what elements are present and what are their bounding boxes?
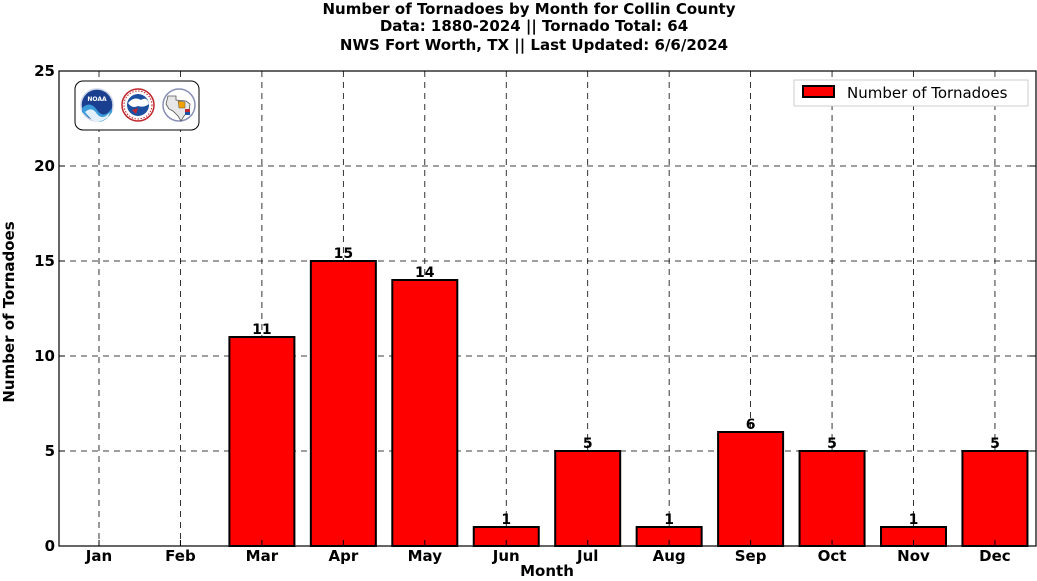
x-tick-label: Jan	[85, 547, 112, 565]
x-tick-label: Aug	[653, 547, 686, 565]
noaa-logo: NOAA	[80, 88, 114, 122]
bar-mar	[228, 336, 296, 547]
national-weather-service-logo	[121, 88, 155, 122]
bars-group	[228, 260, 1029, 547]
texas-map-logo	[162, 88, 196, 122]
x-axis-ticks: Jan Feb Mar Apr May Jun Jul Aug Sep Oct Nov Dec	[85, 540, 1011, 565]
bar-value-label-sep: 6	[746, 417, 756, 433]
y-tick-label: 0	[45, 537, 55, 555]
x-tick-label: Jul	[576, 547, 598, 565]
bar-value-label-aug: 1	[664, 512, 674, 528]
y-tick-label: 20	[34, 157, 55, 175]
svg-text:NOAA: NOAA	[87, 96, 107, 103]
plot-frame	[58, 70, 1037, 547]
x-tick-label: Sep	[735, 547, 767, 565]
bar-may	[391, 279, 459, 547]
grid-lines	[59, 71, 1036, 546]
bar-value-label-mar: 11	[252, 322, 271, 338]
bar-value-label-nov: 1	[909, 512, 919, 528]
y-tick-label: 10	[34, 347, 55, 365]
bar-value-label-jul: 5	[583, 436, 593, 452]
x-tick-label: May	[408, 547, 443, 565]
legend-label: Number of Tornadoes	[847, 84, 1008, 102]
y-tick-label: 15	[34, 252, 55, 270]
bar-value-label-may: 14	[415, 265, 435, 281]
bar-value-label-apr: 15	[334, 246, 353, 262]
chart-title-line-2: Data: 1880-2024 || Tornado Total: 64	[380, 17, 688, 36]
bar-oct	[798, 450, 866, 547]
bar-sep	[717, 431, 785, 547]
x-axis-label: Month	[520, 562, 574, 580]
chart-title-line-1: Number of Tornadoes by Month for Collin …	[323, 0, 736, 18]
bar-value-label-dec: 5	[990, 436, 1000, 452]
y-tick-label: 5	[45, 442, 55, 460]
chart-title-line-3: NWS Fort Worth, TX || Last Updated: 6/6/…	[340, 36, 728, 55]
bar-apr	[309, 260, 377, 547]
bar-value-label-oct: 5	[827, 436, 837, 452]
bar-jul	[554, 450, 622, 547]
bar-dec	[961, 450, 1029, 547]
x-tick-label: Oct	[818, 547, 847, 565]
x-tick-label: Jun	[492, 547, 520, 565]
legend: Number of Tornadoes	[793, 79, 1029, 107]
x-tick-label: Nov	[897, 547, 930, 565]
x-tick-label: Dec	[979, 547, 1011, 565]
legend-swatch	[802, 85, 835, 98]
bar-value-label-jun: 1	[501, 512, 511, 528]
y-axis-label: Number of Tornadoes	[0, 221, 18, 402]
y-tick-label: 25	[34, 62, 55, 80]
x-tick-label: Apr	[328, 547, 358, 565]
logos-box: NOAA	[74, 80, 200, 131]
x-tick-label: Feb	[165, 547, 196, 565]
x-tick-label: Mar	[246, 547, 279, 565]
